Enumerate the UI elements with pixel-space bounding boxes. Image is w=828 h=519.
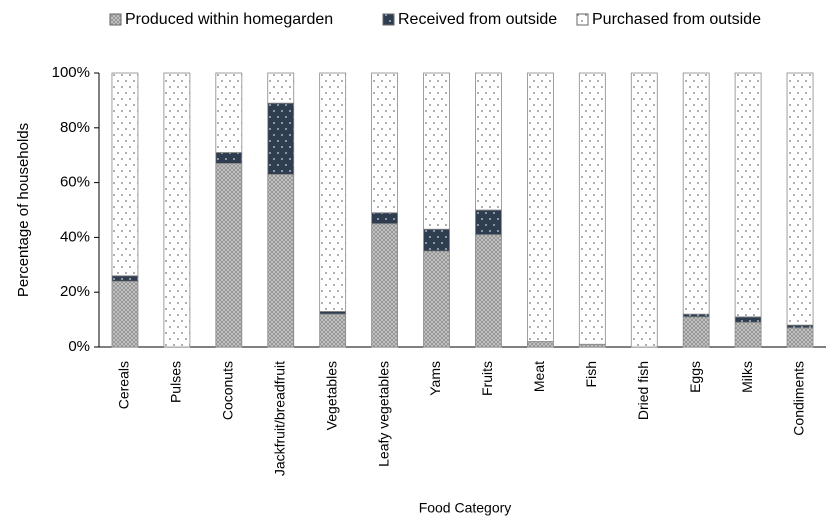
x-tick-label: Dried fish [635, 361, 651, 420]
bar-segment [319, 313, 347, 348]
x-tick-label: Fish [583, 361, 599, 387]
bar-segment [786, 327, 814, 348]
legend-swatch [382, 13, 395, 26]
bar-segment [267, 173, 295, 348]
bar-segment [423, 228, 450, 252]
bar-segment [423, 72, 450, 230]
bar-segment [111, 280, 139, 348]
x-axis-label: Food Category [419, 500, 512, 516]
legend-label: Purchased from outside [592, 11, 761, 28]
bar-segment [163, 72, 191, 348]
bar-segment [475, 234, 502, 348]
x-tick-label: Vegetables [323, 361, 339, 430]
x-tick-label: Pulses [168, 361, 184, 403]
y-tick-label: 0% [68, 338, 90, 355]
x-tick-label: Meat [531, 361, 547, 392]
bar-segment [734, 321, 762, 348]
bar-segment [475, 209, 502, 236]
bar-segment [786, 324, 814, 329]
bar-segment [682, 72, 710, 315]
legend-swatch [576, 13, 589, 26]
bar-segment [267, 102, 295, 175]
x-tick-label: Coconuts [220, 361, 236, 420]
bar-segment [319, 72, 347, 312]
x-tick-label: Milks [739, 361, 755, 393]
bar-segment [475, 72, 502, 211]
x-tick-label: Jackfruit/breadfruit [271, 361, 287, 476]
bar-segment [734, 316, 762, 323]
bar-segment [423, 250, 450, 348]
x-tick-label: Fruits [479, 361, 495, 396]
bar-segment [267, 72, 295, 104]
y-tick-label: 100% [52, 64, 90, 81]
legend-swatch [109, 13, 122, 26]
bar-segment [786, 72, 814, 326]
x-tick-label: Condiments [791, 361, 807, 436]
bar-segment [371, 212, 399, 225]
legend-label: Produced within homegarden [125, 11, 333, 28]
bar-segment [682, 316, 710, 348]
y-tick-label: 60% [60, 174, 90, 191]
x-tick-label: Yams [427, 361, 443, 396]
x-tick-label: Leafy vegetables [375, 361, 391, 467]
bar-segment [215, 152, 243, 164]
legend-label: Received from outside [398, 11, 557, 28]
bar-segment [215, 163, 243, 348]
y-tick-label: 80% [60, 119, 90, 136]
bar-segment [578, 343, 606, 348]
bar-segment [111, 72, 139, 277]
bar-segment [371, 223, 399, 348]
bar-segment [215, 72, 243, 153]
y-tick-label: 40% [60, 228, 90, 245]
bar-segment [630, 72, 658, 348]
x-tick-label: Eggs [687, 361, 703, 393]
bar-segment [578, 72, 606, 345]
bar-segment [111, 275, 139, 282]
bar-segment [371, 72, 399, 214]
bar-segment [526, 341, 554, 348]
y-tick-label: 20% [60, 283, 90, 300]
bar-segment [734, 72, 762, 318]
bar-segment [526, 72, 554, 342]
bar-segment [682, 313, 710, 318]
x-tick-label: Cereals [116, 361, 132, 409]
bar-segment [319, 310, 347, 315]
y-axis-label: Percentage of households [15, 123, 32, 297]
